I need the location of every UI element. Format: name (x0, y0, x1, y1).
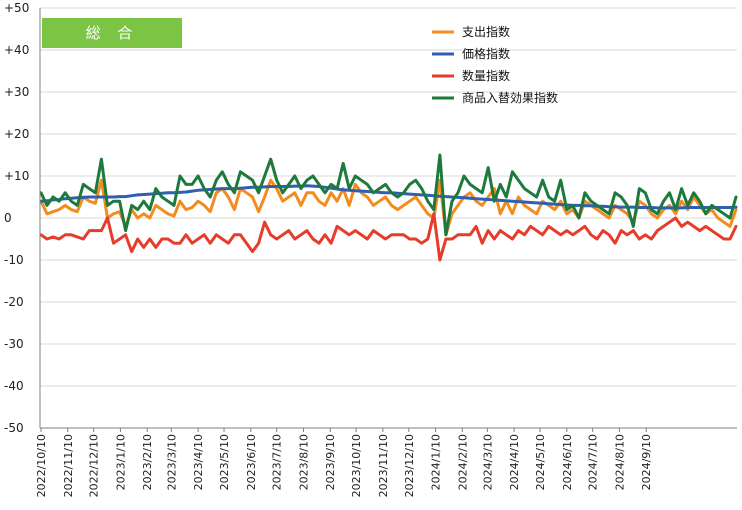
x-tick-label: 2023/2/10 (141, 434, 154, 490)
x-tick-label: 2023/5/10 (218, 434, 231, 490)
y-tick-label: -20 (4, 295, 24, 309)
series-line-3 (39, 212, 738, 262)
x-tick-label: 2023/10/10 (350, 434, 363, 497)
x-tick-label: 2024/8/10 (613, 434, 626, 490)
x-tick-label: 2023/3/10 (165, 434, 178, 490)
legend-label-2: 価格指数 (462, 46, 510, 61)
series-line-2 (39, 184, 738, 210)
legend-label-1: 支出指数 (462, 24, 510, 39)
x-tick-label: 2022/11/10 (62, 434, 75, 497)
x-tick-label: 2023/4/10 (192, 434, 205, 490)
gridlines (40, 7, 737, 429)
x-tick-label: 2023/6/10 (245, 434, 258, 490)
x-tick-label: 2024/6/10 (561, 434, 574, 490)
x-tick-label: 2024/9/10 (640, 434, 653, 490)
x-tick-label: 2024/5/10 (534, 434, 547, 490)
x-tick-label: 2024/4/10 (508, 434, 521, 490)
x-tick-label: 2023/11/10 (377, 434, 390, 497)
y-tick-label: +20 (4, 127, 29, 141)
y-tick-label: -30 (4, 337, 24, 351)
x-tick-label: 2024/7/10 (587, 434, 600, 490)
y-tick-label: +30 (4, 85, 29, 99)
x-tick-label: 2022/10/10 (35, 434, 48, 497)
y-tick-label: -10 (4, 253, 24, 267)
series-line-1 (39, 178, 738, 237)
x-tick-label: 2024/2/10 (456, 434, 469, 490)
x-tick-label: 2023/7/10 (271, 434, 284, 490)
y-tick-label: -40 (4, 379, 24, 393)
x-axis-ticks: 2022/10/10 2022/11/10 2022/12/10 2023/1/10 2… (35, 428, 653, 497)
series-line-4 (39, 153, 738, 237)
x-tick-label: 2024/1/10 (430, 434, 443, 490)
x-tick-label: 2023/8/10 (297, 434, 310, 490)
y-axis-ticks: +50 +40 +30 +20 +10 0 -10 -20 -30 -40 -50 (4, 1, 29, 435)
badge-label: 総 合 (86, 24, 139, 42)
x-tick-label: 2022/12/10 (88, 434, 101, 497)
series-group (39, 153, 738, 262)
y-tick-label: +50 (4, 1, 29, 15)
legend-label-3: 数量指数 (462, 68, 510, 83)
x-tick-label: 2023/12/10 (403, 434, 416, 497)
legend-label-4: 商品入替効果指数 (462, 90, 558, 105)
y-tick-label: +10 (4, 169, 29, 183)
badge-background (42, 18, 182, 48)
x-tick-label: 2024/3/10 (481, 434, 494, 490)
x-tick-label: 2023/9/10 (324, 434, 337, 490)
y-tick-label: +40 (4, 43, 29, 57)
badge: 総 合 (42, 18, 182, 48)
y-tick-label: 0 (4, 211, 12, 225)
axes (39, 8, 737, 429)
x-tick-label: 2023/1/10 (114, 434, 127, 490)
y-tick-label: -50 (4, 421, 24, 435)
